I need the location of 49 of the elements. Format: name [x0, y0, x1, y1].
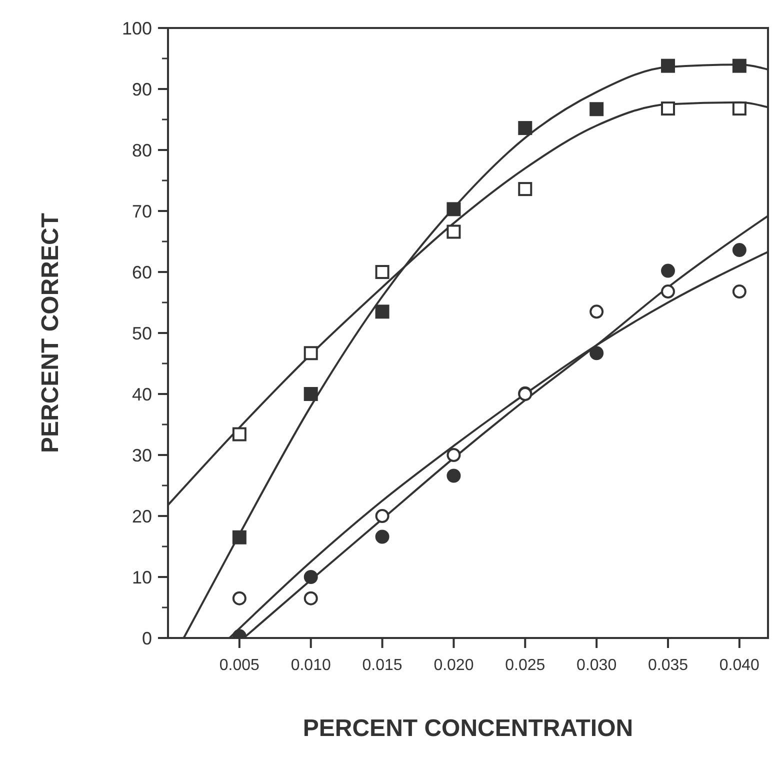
point: [590, 304, 604, 319]
point: [375, 530, 390, 544]
x-tick-label: 0.010: [290, 657, 331, 674]
y-tick-label: 0: [142, 628, 152, 648]
y-tick-label: 90: [132, 79, 152, 100]
y-tick-label: 80: [132, 140, 152, 160]
point: [375, 265, 390, 279]
point: [304, 570, 318, 584]
point: [518, 121, 532, 136]
point: [446, 468, 461, 483]
x-tick-label: 0.015: [362, 657, 402, 674]
y-tick-label: 10: [132, 567, 152, 588]
point: [732, 102, 746, 116]
point: [732, 284, 746, 299]
point: [446, 448, 461, 462]
point: [232, 591, 246, 606]
point: [375, 509, 390, 523]
point: [446, 224, 461, 239]
point: [304, 591, 318, 606]
y-axis-title: PERCENT CORRECT: [37, 212, 64, 454]
y-tick-label: 70: [132, 201, 152, 222]
y-tick-label: 20: [132, 506, 152, 526]
x-tick-label: 0.035: [648, 657, 688, 674]
point: [661, 102, 675, 116]
y-tick-label: 60: [132, 262, 152, 282]
point: [590, 102, 604, 116]
point: [732, 58, 746, 73]
point: [590, 346, 604, 360]
x-tick-label: 0.040: [719, 657, 760, 674]
point: [661, 264, 675, 278]
point: [232, 530, 246, 544]
point: [661, 284, 675, 299]
x-tick-label: 0.020: [434, 657, 474, 674]
point: [304, 346, 318, 360]
x-tick-label: 0.005: [219, 657, 260, 674]
y-tick-label: 100: [122, 18, 152, 38]
point: [446, 202, 461, 216]
point: [732, 243, 746, 258]
point: [375, 304, 390, 319]
y-tick-label: 50: [132, 323, 152, 344]
point: [661, 58, 675, 73]
point: [232, 427, 246, 442]
x-tick-label: 0.030: [576, 657, 617, 674]
y-tick-label: 30: [132, 445, 152, 466]
point: [518, 182, 532, 196]
y-tick-label: 40: [132, 384, 152, 404]
point: [304, 387, 318, 401]
x-tick-label: 0.025: [505, 657, 546, 674]
x-axis-title: PERCENT CONCENTRATION: [302, 715, 634, 742]
